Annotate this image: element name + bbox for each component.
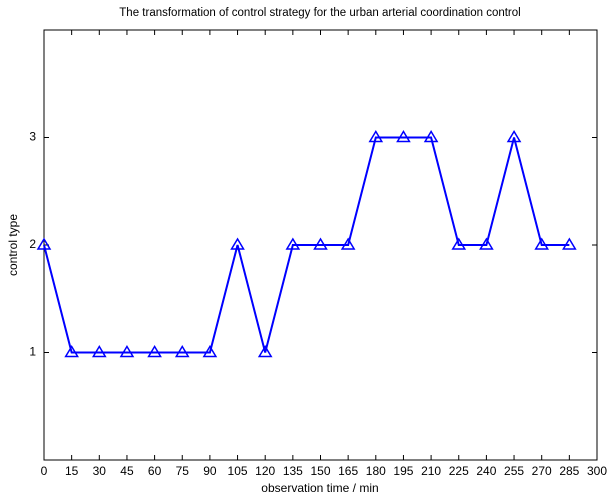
marker <box>396 130 411 143</box>
x-tick-label: 270 <box>532 464 552 478</box>
marker <box>230 237 245 250</box>
chart-title: The transformation of control strategy f… <box>119 7 520 19</box>
series-line <box>43 136 570 354</box>
marker <box>119 345 135 358</box>
x-tick-label: 30 <box>93 464 107 478</box>
y-tick-label: 3 <box>29 130 36 144</box>
x-tick-label: 90 <box>203 464 217 478</box>
marker <box>36 237 52 250</box>
x-tick-label: 15 <box>65 464 79 478</box>
marker <box>368 130 384 143</box>
x-tick-label: 120 <box>255 464 275 478</box>
marker <box>64 345 79 358</box>
marker <box>174 345 190 358</box>
y-axis-label: control type <box>6 214 20 276</box>
marker <box>534 237 550 250</box>
x-tick-label: 210 <box>421 464 441 478</box>
marker <box>479 237 494 250</box>
x-axis-label: observation time / min <box>261 481 378 495</box>
x-tick-label: 225 <box>449 464 469 478</box>
y-tick-label: 2 <box>29 237 36 251</box>
marker <box>423 130 439 143</box>
x-tick-label: 180 <box>366 464 386 478</box>
x-tick-label: 195 <box>393 464 413 478</box>
x-tick-label: 45 <box>120 464 134 478</box>
x-tick-label: 300 <box>587 464 607 478</box>
x-tick-label: 0 <box>41 464 48 478</box>
marker <box>257 345 273 358</box>
x-tick-label: 255 <box>504 464 524 478</box>
marker <box>285 237 301 250</box>
x-tick-label: 285 <box>559 464 579 478</box>
marker <box>562 237 577 250</box>
x-tick-label: 60 <box>148 464 162 478</box>
x-tick-label: 150 <box>310 464 330 478</box>
marker <box>313 237 328 250</box>
x-tick-label: 240 <box>476 464 496 478</box>
marker <box>506 130 522 143</box>
x-tick-label: 135 <box>283 464 303 478</box>
marker <box>91 345 107 358</box>
x-tick-label: 105 <box>228 464 248 478</box>
marker <box>147 345 162 358</box>
x-tick-label: 165 <box>338 464 358 478</box>
x-tick-label: 75 <box>176 464 190 478</box>
marker <box>451 237 467 250</box>
y-tick-label: 1 <box>29 345 36 359</box>
marker <box>202 345 218 358</box>
marker <box>340 237 356 250</box>
